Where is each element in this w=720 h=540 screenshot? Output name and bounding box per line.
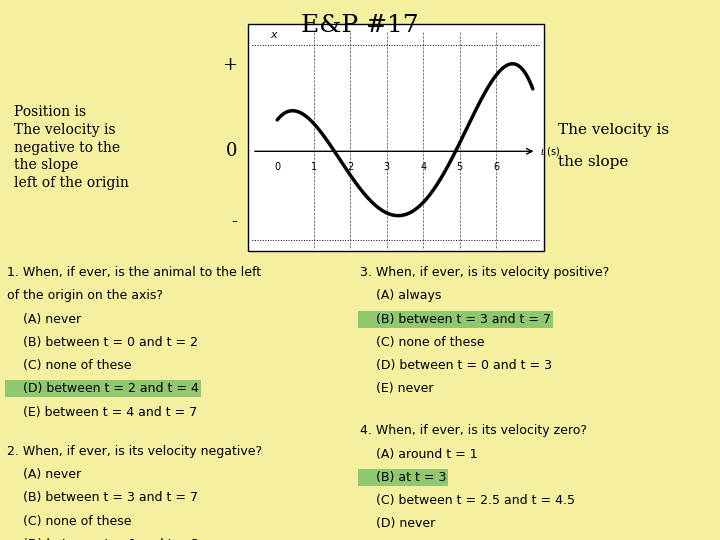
- Text: The velocity is: The velocity is: [14, 123, 116, 137]
- Text: (B) between t = 0 and t = 2: (B) between t = 0 and t = 2: [7, 336, 198, 349]
- Text: 3. When, if ever, is its velocity positive?: 3. When, if ever, is its velocity positi…: [360, 266, 609, 279]
- Text: (A) always: (A) always: [360, 289, 441, 302]
- Text: (C) between t = 2.5 and t = 4.5: (C) between t = 2.5 and t = 4.5: [360, 494, 575, 507]
- Text: 4. When, if ever, is its velocity zero?: 4. When, if ever, is its velocity zero?: [360, 424, 587, 437]
- Text: the slope: the slope: [14, 158, 78, 172]
- Text: (C) none of these: (C) none of these: [7, 515, 132, 528]
- Text: 2: 2: [347, 162, 354, 172]
- Text: of the origin on the axis?: of the origin on the axis?: [7, 289, 163, 302]
- Text: +: +: [222, 56, 238, 74]
- Text: (A) around t = 1: (A) around t = 1: [360, 448, 477, 461]
- Text: the slope: the slope: [558, 155, 629, 169]
- Text: 5: 5: [456, 162, 463, 172]
- Text: (A) never: (A) never: [7, 313, 81, 326]
- Text: (D) never: (D) never: [360, 517, 436, 530]
- Text: (E) between t = 4 and t = 7: (E) between t = 4 and t = 7: [7, 406, 197, 419]
- Text: $\iota$ (s): $\iota$ (s): [540, 145, 560, 158]
- Text: The velocity is: The velocity is: [558, 123, 669, 137]
- Text: (E) never: (E) never: [360, 382, 433, 395]
- Bar: [248, 24, 544, 251]
- Text: negative to the: negative to the: [14, 140, 120, 154]
- Text: (D) between t = 0 and t = 3: (D) between t = 0 and t = 3: [360, 359, 552, 372]
- Text: 0: 0: [274, 162, 280, 172]
- Text: 6: 6: [493, 162, 500, 172]
- Text: (A) never: (A) never: [7, 468, 81, 481]
- Text: 1: 1: [310, 162, 317, 172]
- Text: 4: 4: [420, 162, 426, 172]
- Text: 1. When, if ever, is the animal to the left: 1. When, if ever, is the animal to the l…: [7, 266, 261, 279]
- Text: (B) at t = 3: (B) at t = 3: [360, 471, 446, 484]
- Text: (B) between t = 3 and t = 7: (B) between t = 3 and t = 7: [360, 313, 551, 326]
- Text: 3: 3: [384, 162, 390, 172]
- Text: E&P #17: E&P #17: [301, 14, 419, 37]
- Text: (B) between t = 3 and t = 7: (B) between t = 3 and t = 7: [7, 491, 198, 504]
- Text: (C) none of these: (C) none of these: [360, 336, 485, 349]
- FancyBboxPatch shape: [248, 24, 544, 251]
- Text: left of the origin: left of the origin: [14, 176, 130, 190]
- Text: (D) between t = 0 and t = 3: (D) between t = 0 and t = 3: [7, 538, 199, 540]
- Text: Position is: Position is: [14, 105, 86, 119]
- Text: 0: 0: [226, 143, 238, 160]
- Text: (C) none of these: (C) none of these: [7, 359, 132, 372]
- Text: x: x: [270, 30, 277, 40]
- Text: 2. When, if ever, is its velocity negative?: 2. When, if ever, is its velocity negati…: [7, 445, 262, 458]
- Text: (D) between t = 2 and t = 4: (D) between t = 2 and t = 4: [7, 382, 199, 395]
- Text: -: -: [232, 213, 238, 231]
